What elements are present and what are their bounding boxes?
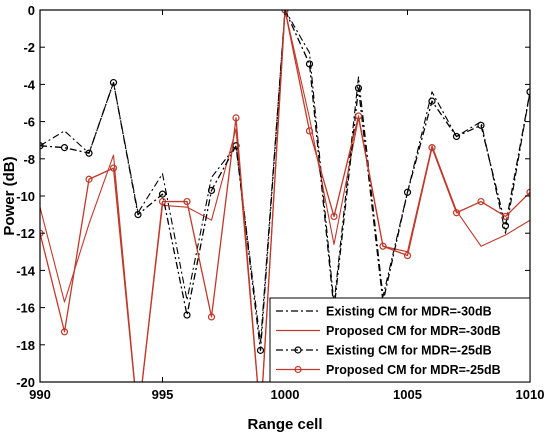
series-4-point — [207, 313, 216, 321]
series-3-point — [354, 84, 363, 92]
series-3-point — [40, 142, 44, 150]
legend: Existing CM for MDR=-30dB Proposed CM for… — [269, 297, 531, 383]
y-axis-label: Power (dB) — [1, 156, 18, 235]
x-tick-label: 995 — [152, 387, 174, 402]
series-3-point — [183, 311, 191, 319]
series-3-point — [85, 149, 93, 157]
series-4-point — [60, 328, 69, 336]
series-3-point — [60, 144, 69, 152]
y-tick-label: -12 — [16, 226, 35, 241]
series-3-point — [403, 188, 412, 196]
y-tick-label: -20 — [16, 375, 35, 390]
series-line-4 — [40, 10, 530, 382]
ticks-layer: 990 995 1000 1005 1010 0 -2 -4 -6 -8 -10 -12 -14 -16 -… — [16, 3, 544, 402]
series-4-point — [109, 164, 118, 172]
y-tick-label: -8 — [23, 152, 35, 167]
series-3-point — [207, 186, 216, 195]
x-tick-label: 1000 — [271, 387, 300, 402]
series-4-point — [330, 212, 338, 221]
y-tick-label: -10 — [16, 189, 35, 204]
y-tick-label: -2 — [23, 40, 35, 55]
y-tick-label: -6 — [23, 115, 35, 130]
series-4-point — [158, 197, 167, 206]
series-4-point — [354, 112, 363, 120]
series-3-point — [428, 97, 436, 105]
series-line-1 — [40, 10, 530, 344]
x-axis-label: Range cell — [247, 416, 322, 433]
legend-label: Proposed CM for MDR=-30dB — [326, 324, 501, 338]
series-layer — [40, 10, 530, 422]
legend-box — [269, 297, 531, 383]
y-tick-label: -16 — [16, 301, 35, 316]
legend-label: Existing CM for MDR=-25dB — [326, 344, 492, 358]
series-3-point — [109, 78, 118, 87]
series-line-2 — [40, 10, 530, 382]
series-4-point — [232, 114, 240, 122]
series-3-point — [526, 88, 530, 96]
legend-label: Proposed CM for MDR=-25dB — [326, 363, 501, 377]
x-tick-label: 990 — [29, 387, 51, 402]
series-3-point — [305, 60, 314, 68]
series-4-point — [379, 242, 387, 250]
series-line-3 — [40, 10, 530, 352]
y-tick-label: 0 — [28, 3, 35, 18]
x-tick-label: 1010 — [516, 387, 545, 402]
series-4-point — [85, 175, 93, 183]
legend-marker — [294, 365, 302, 374]
series-3-point — [158, 190, 167, 198]
series-3-point — [501, 222, 510, 230]
x-tick-label: 1005 — [393, 387, 422, 402]
series-3-point — [134, 211, 142, 219]
series-4-point — [526, 188, 530, 196]
series-4-point — [501, 212, 510, 221]
series-4-point — [428, 144, 436, 152]
series-4-point — [135, 416, 141, 422]
y-tick-label: -14 — [16, 263, 36, 278]
legend-label: Existing CM for MDR=-30dB — [326, 305, 492, 319]
series-4-point — [452, 209, 461, 217]
series-4-point — [403, 251, 412, 260]
y-tick-label: -4 — [23, 77, 35, 92]
series-3-point — [477, 121, 485, 129]
series-4-point — [305, 127, 314, 135]
legend-marker — [294, 346, 302, 354]
series-3-point — [452, 132, 461, 141]
y-tick-label: -18 — [16, 338, 35, 353]
series-4-point — [183, 197, 191, 206]
series-3-point — [256, 346, 265, 354]
series-4-point — [477, 197, 485, 206]
